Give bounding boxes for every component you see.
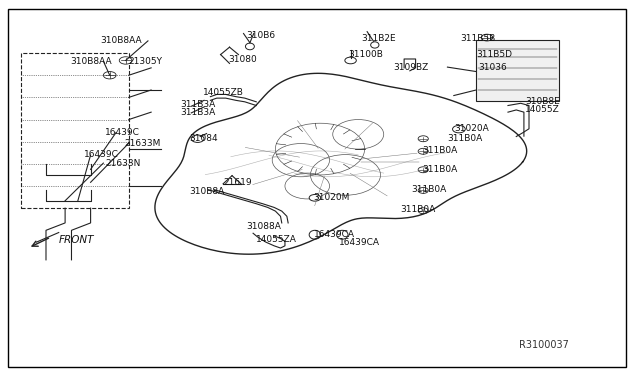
Bar: [476, 40, 559, 101]
Text: 311B0A: 311B0A: [422, 164, 457, 173]
Text: 31084: 31084: [189, 134, 218, 142]
Text: 311B0A: 311B0A: [422, 146, 457, 155]
Text: 14055ZB: 14055ZB: [203, 89, 244, 97]
Text: 311B0A: 311B0A: [412, 185, 447, 194]
Ellipse shape: [337, 230, 348, 239]
Circle shape: [309, 195, 321, 201]
Text: 14055Z: 14055Z: [525, 105, 560, 115]
Text: 31080: 31080: [228, 55, 257, 64]
Text: 31036: 31036: [478, 62, 507, 72]
Circle shape: [452, 125, 465, 133]
Circle shape: [418, 208, 428, 214]
Text: 31100B: 31100B: [349, 50, 383, 59]
Text: 16439CA: 16439CA: [314, 230, 355, 239]
Circle shape: [103, 71, 116, 79]
Text: 16439CA: 16439CA: [339, 238, 380, 247]
Text: 16439C: 16439C: [84, 151, 119, 160]
Text: 310B8AA: 310B8AA: [100, 36, 142, 45]
Text: 311B5B: 311B5B: [460, 34, 495, 43]
Text: 310B8AA: 310B8AA: [70, 57, 112, 66]
Text: 311B5D: 311B5D: [476, 50, 512, 59]
Text: 311B2E: 311B2E: [362, 34, 396, 43]
Text: 310B8A: 310B8A: [189, 187, 225, 196]
Ellipse shape: [371, 42, 379, 48]
Circle shape: [481, 34, 493, 41]
Text: 310B8E: 310B8E: [525, 97, 560, 106]
Circle shape: [418, 136, 428, 142]
Circle shape: [418, 148, 428, 154]
Text: 311B0A: 311B0A: [400, 205, 436, 215]
Text: 21305Y: 21305Y: [129, 57, 163, 66]
Circle shape: [345, 57, 356, 64]
Text: 21633M: 21633M: [124, 139, 161, 148]
Circle shape: [418, 167, 428, 173]
Ellipse shape: [309, 230, 321, 239]
Text: 31020M: 31020M: [314, 193, 350, 202]
Text: 16439C: 16439C: [105, 128, 140, 137]
Circle shape: [119, 57, 132, 64]
Text: 21633N: 21633N: [105, 158, 141, 168]
Text: 3109BZ: 3109BZ: [394, 62, 429, 72]
Text: 14055ZA: 14055ZA: [256, 235, 297, 244]
Text: 310B6: 310B6: [246, 31, 276, 40]
Text: 31020A: 31020A: [454, 124, 488, 133]
Text: 21619: 21619: [223, 178, 252, 187]
Text: 31088A: 31088A: [246, 222, 281, 231]
Text: 311B0A: 311B0A: [447, 134, 483, 142]
Text: FRONT: FRONT: [59, 234, 94, 244]
Circle shape: [191, 135, 204, 142]
Text: 311B3A: 311B3A: [180, 108, 215, 117]
Text: 311B3A: 311B3A: [180, 100, 215, 109]
Circle shape: [418, 187, 428, 193]
Text: R3100037: R3100037: [518, 340, 568, 350]
Ellipse shape: [246, 43, 254, 50]
